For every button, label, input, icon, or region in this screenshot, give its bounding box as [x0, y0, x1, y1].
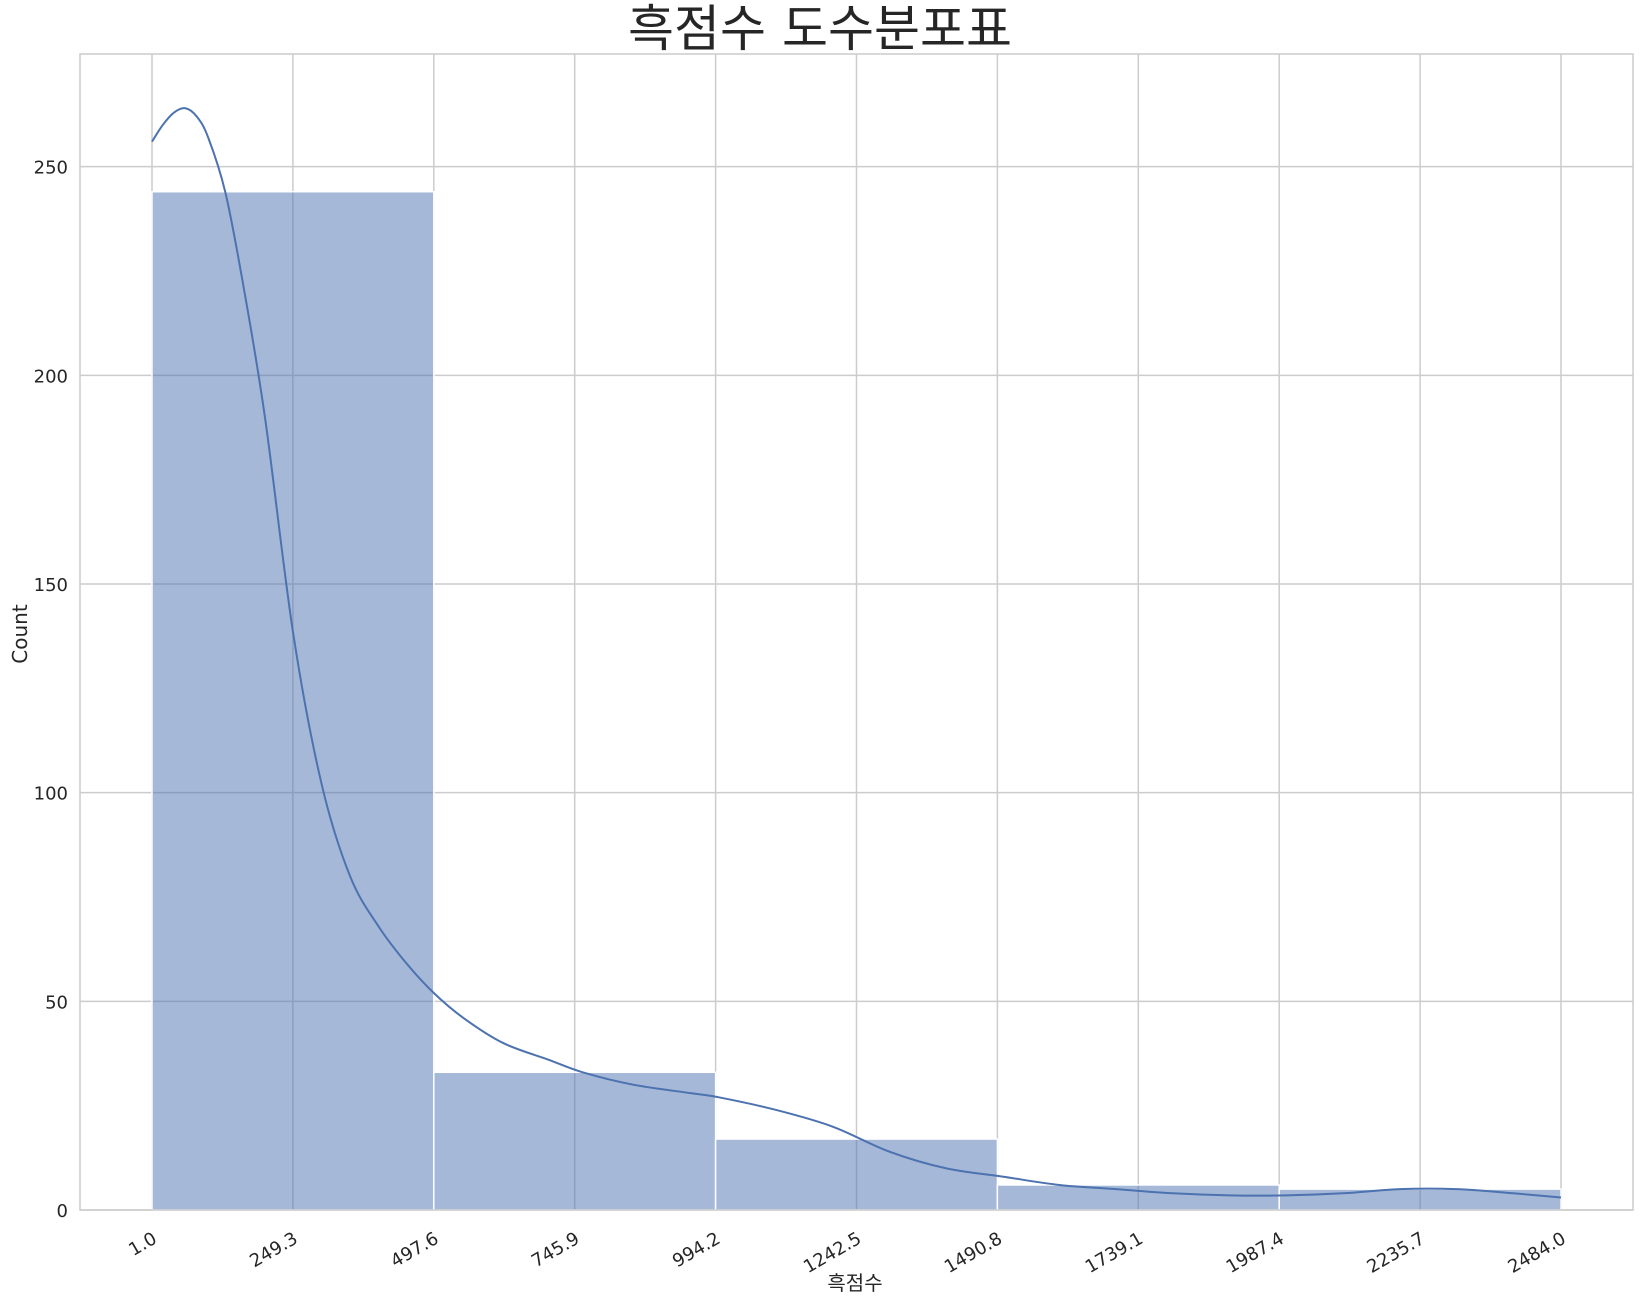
bars-layer: [151, 190, 1562, 1211]
kde-curve: [151, 107, 1562, 1199]
y-tick-label: 0: [57, 1201, 68, 1222]
x-tick-label: 249.3: [246, 1228, 301, 1272]
x-tick-label: 2235.7: [1364, 1228, 1429, 1278]
x-tick-label: 1.0: [125, 1228, 160, 1261]
histogram-bar: [433, 1071, 717, 1211]
x-tick-label: 497.6: [387, 1228, 442, 1272]
kde-layer: [151, 107, 1562, 1199]
grid-layer: [80, 54, 1633, 1211]
x-axis-label: 흑점수: [827, 1271, 882, 1295]
x-tick-label: 994.2: [669, 1228, 724, 1272]
x-tick-label: 1490.8: [941, 1228, 1006, 1278]
x-tick-label: 1739.1: [1082, 1228, 1147, 1278]
y-tick-labels: 0 50 100 150 200 250: [34, 158, 68, 1222]
y-tick-label: 200: [34, 366, 68, 387]
y-tick-label: 50: [45, 992, 68, 1013]
histogram-bar: [1278, 1188, 1562, 1211]
plot-frame: [79, 53, 1634, 1211]
y-tick-label: 100: [34, 784, 68, 805]
x-tick-label: 2484.0: [1504, 1228, 1569, 1278]
histogram-bar: [151, 190, 435, 1211]
histogram-bar: [996, 1184, 1280, 1211]
y-axis-label: Count: [8, 604, 32, 664]
y-tick-label: 250: [34, 158, 68, 179]
y-tick-label: 150: [34, 575, 68, 596]
x-tick-label: 745.9: [528, 1228, 583, 1272]
x-tick-label: 1987.4: [1223, 1228, 1288, 1278]
histogram-bar: [714, 1138, 999, 1211]
chart-title: 흑점수 도수분포표: [628, 0, 1012, 58]
